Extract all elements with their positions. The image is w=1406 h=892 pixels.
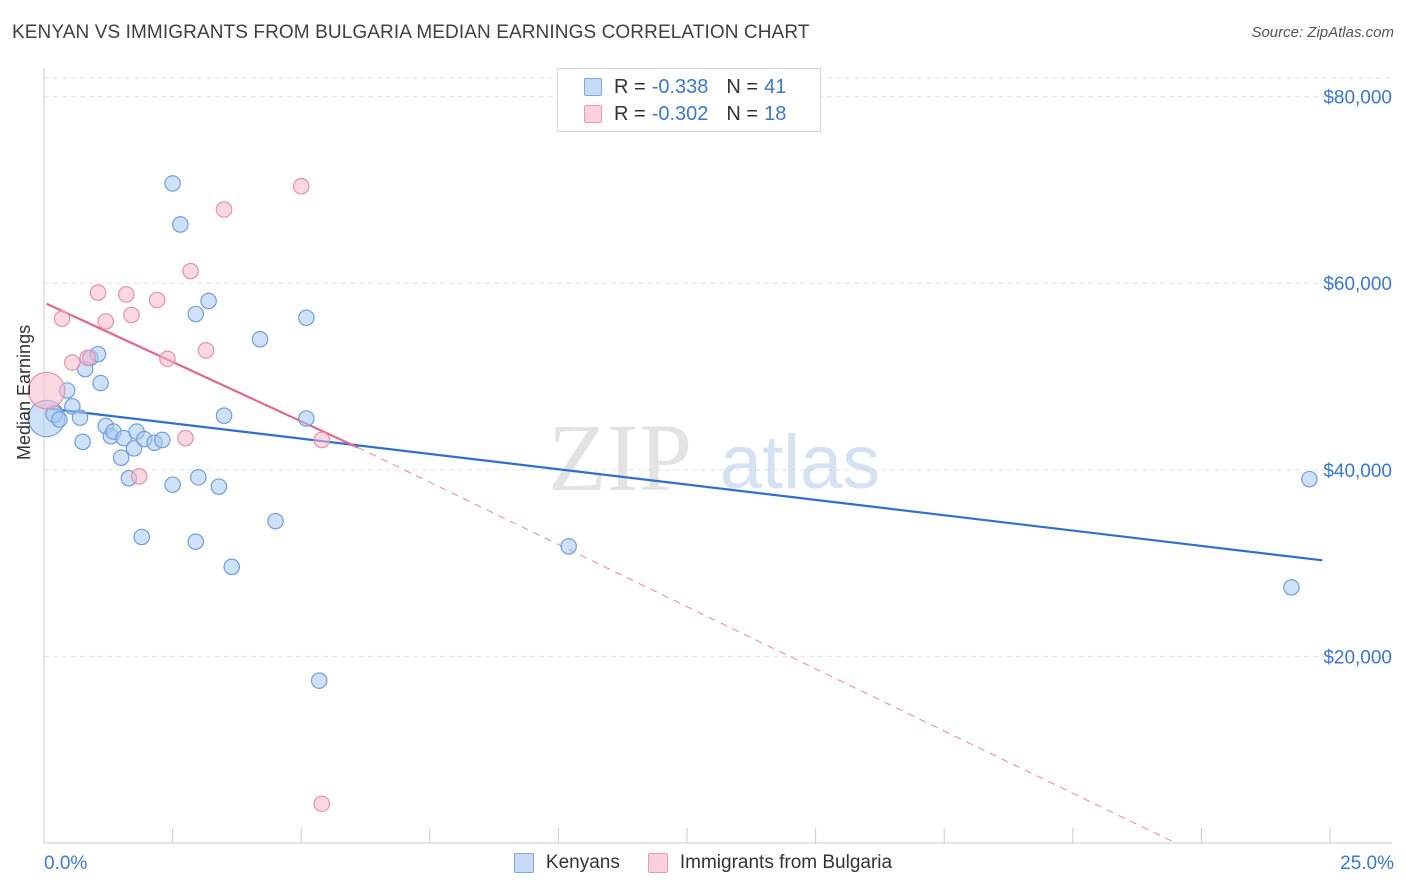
- bulgaria-point: [313, 431, 331, 449]
- kenyans-point: [51, 411, 68, 428]
- legend-row-bulgaria: R = -0.302 N = 18: [584, 102, 786, 126]
- x-tick-label: 0.0%: [44, 853, 87, 874]
- grid-lines: [44, 77, 1392, 657]
- kenyans-point: [187, 305, 205, 323]
- bulgaria-point: [159, 350, 176, 368]
- watermark: ZIP atlas: [548, 404, 880, 511]
- kenyans-point: [74, 433, 91, 451]
- bulgaria-point: [313, 795, 331, 813]
- watermark-zip: ZIP: [548, 404, 692, 511]
- kenyans-point: [112, 449, 130, 467]
- legend-swatch-bulgaria: [584, 105, 602, 123]
- legend-n-label: N =: [726, 102, 759, 125]
- kenyans-point: [210, 478, 228, 495]
- legend-r-value: -0.338: [651, 75, 709, 98]
- kenyans-point: [1301, 470, 1318, 488]
- legend-n-label: N =: [726, 75, 759, 98]
- legend-r-label: R =: [614, 102, 646, 125]
- axes: [43, 68, 1392, 844]
- correlation-legend: R = -0.338 N = 41 R = -0.302 N = 18: [557, 68, 821, 132]
- kenyans-point: [133, 528, 151, 546]
- kenyans-point: [125, 440, 143, 457]
- kenyans-point: [187, 533, 205, 550]
- legend-r-value: -0.302: [651, 102, 709, 125]
- legend-item-bulgaria[interactable]: Immigrants from Bulgaria: [647, 852, 893, 874]
- kenyans-point: [298, 309, 315, 327]
- bulgaria-point: [197, 342, 215, 359]
- kenyans-point: [310, 672, 328, 689]
- kenyans-point: [251, 330, 269, 348]
- chart-source: Source: ZipAtlas.com: [1251, 24, 1394, 41]
- y-tick-label: $60,000: [1323, 274, 1392, 295]
- bulgaria-point: [79, 349, 97, 367]
- legend-label-kenyans: Kenyans: [545, 852, 620, 873]
- tick-labels: $20,000 $40,000 $60,000 $80,000 0.0% 25.0%: [44, 88, 1394, 874]
- legend-swatch-bulgaria: [647, 853, 668, 873]
- bulgaria-point: [215, 201, 233, 218]
- bulgaria-point: [182, 262, 199, 280]
- kenyans-point: [1283, 579, 1300, 596]
- bulgaria-point: [89, 284, 107, 301]
- chart-title: KENYAN VS IMMIGRANTS FROM BULGARIA MEDIA…: [12, 22, 810, 43]
- kenyans-point: [298, 410, 315, 427]
- kenyans-trend-line: [46, 407, 1323, 562]
- kenyans-point: [560, 538, 577, 555]
- bulgaria-point: [148, 291, 166, 309]
- legend-n-value: 41: [764, 75, 787, 98]
- bulgaria-trend-extension: [357, 446, 1176, 844]
- legend-swatch-kenyans: [513, 853, 534, 873]
- x-tick-label: 25.0%: [1340, 853, 1394, 874]
- kenyans-point: [154, 431, 171, 449]
- kenyans-point: [200, 292, 217, 310]
- kenyans-point: [223, 558, 241, 576]
- bulgaria-point: [130, 468, 148, 485]
- bulgaria-point: [123, 306, 140, 324]
- legend-swatch-kenyans: [584, 78, 602, 96]
- legend-r-label: R =: [614, 75, 646, 98]
- kenyans-point: [190, 468, 207, 486]
- kenyans-point: [215, 407, 233, 425]
- data-points: [27, 175, 1318, 813]
- bulgaria-point: [63, 354, 81, 371]
- legend-row-kenyans: R = -0.338 N = 41: [584, 75, 786, 99]
- y-tick-label: $40,000: [1323, 461, 1392, 482]
- bulgaria-point: [53, 310, 71, 327]
- y-axis-label: Median Earnings: [14, 324, 34, 460]
- kenyans-point: [63, 398, 81, 415]
- trend-lines: [46, 302, 1323, 844]
- bulgaria-point: [118, 286, 135, 303]
- series-legend: Kenyans Immigrants from Bulgaria: [0, 852, 1406, 874]
- bulgaria-point: [97, 313, 115, 330]
- kenyans-point: [172, 216, 189, 233]
- kenyans-point: [92, 374, 109, 392]
- legend-n-value: 18: [764, 102, 787, 125]
- y-tick-label: $80,000: [1323, 88, 1392, 109]
- bulgaria-point: [292, 177, 310, 195]
- kenyans-point: [164, 175, 181, 192]
- kenyans-point: [164, 476, 181, 494]
- kenyans-point: [267, 512, 284, 530]
- y-tick-label: $20,000: [1323, 647, 1392, 668]
- legend-label-bulgaria: Immigrants from Bulgaria: [679, 852, 893, 873]
- legend-item-kenyans[interactable]: Kenyans: [513, 852, 620, 874]
- kenyans-point: [115, 429, 133, 447]
- bulgaria-point: [27, 371, 66, 410]
- bulgaria-point: [177, 429, 194, 447]
- kenyans-point: [71, 409, 89, 426]
